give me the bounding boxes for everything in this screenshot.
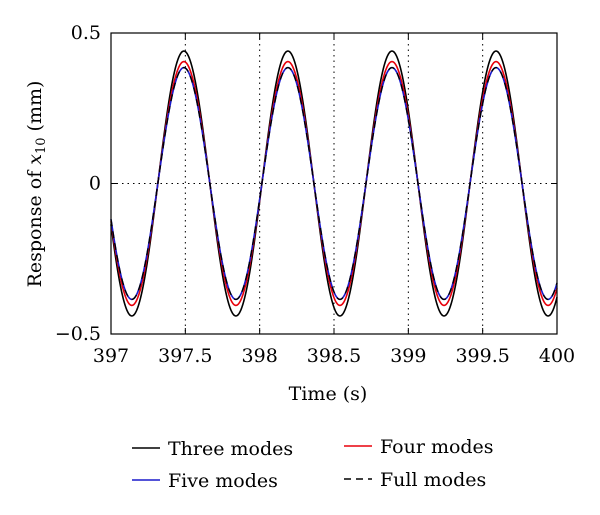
grid-lines bbox=[111, 33, 557, 334]
x-tick-label: 398.5 bbox=[307, 345, 361, 367]
legend-label-five-modes: Five modes bbox=[168, 470, 278, 492]
x-tick-labels: 397 397.5 398 398.5 399 399.5 400 bbox=[93, 345, 575, 367]
y-axis-label-variable: x bbox=[24, 154, 46, 165]
x-tick-label: 398 bbox=[242, 345, 278, 367]
x-tick-label: 399 bbox=[390, 345, 426, 367]
x-tick-label: 400 bbox=[539, 345, 575, 367]
legend-label-four-modes: Four modes bbox=[380, 436, 494, 458]
x-tick-label: 397.5 bbox=[158, 345, 212, 367]
y-tick-labels: −0.5 0 0.5 bbox=[55, 22, 101, 345]
series-line-four-modes bbox=[110, 60, 558, 307]
y-axis-label-suffix: (mm) bbox=[24, 81, 46, 138]
x-axis-label: Time (s) bbox=[289, 383, 368, 405]
y-axis-label-prefix: Response of bbox=[24, 165, 46, 288]
legend: Three modes Four modes Five modes Full mode… bbox=[132, 436, 494, 492]
y-tick-label: 0.5 bbox=[71, 22, 101, 44]
x-tick-label: 399.5 bbox=[455, 345, 509, 367]
series-lines bbox=[110, 50, 558, 317]
x-tick-label: 397 bbox=[93, 345, 129, 367]
series-line-three-modes bbox=[110, 50, 558, 317]
legend-label-three-modes: Three modes bbox=[168, 438, 293, 460]
y-tick-label: −0.5 bbox=[55, 323, 101, 345]
y-axis-label-subscript: 10 bbox=[34, 137, 49, 154]
y-axis-label: Response of x10 (mm) bbox=[24, 81, 49, 288]
series-line-full-modes bbox=[110, 66, 558, 301]
legend-label-full-modes: Full modes bbox=[380, 469, 486, 491]
axis-ticks bbox=[110, 32, 558, 335]
y-tick-label: 0 bbox=[89, 173, 101, 195]
